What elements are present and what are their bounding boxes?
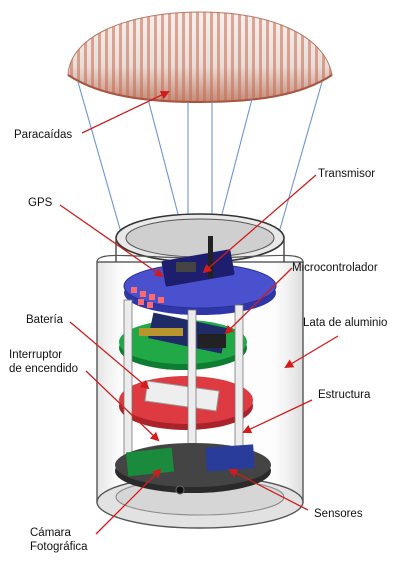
base-board (115, 443, 271, 495)
pointer-paracaidas (81, 90, 170, 134)
label-paracaidas: Paracaídas (14, 129, 73, 141)
pointer-interruptor (85, 370, 160, 442)
pointer-bateria (69, 321, 150, 390)
pointer-camara (95, 468, 162, 535)
label-bateria: Batería (26, 314, 64, 326)
pointer-lata (284, 335, 339, 369)
pointer-microcontrolador (224, 267, 293, 335)
pointer-estructura (242, 399, 313, 434)
label-gps: GPS (28, 197, 53, 209)
pointer-gps (59, 204, 164, 278)
pointer-sensores (228, 469, 309, 511)
led-array (131, 287, 164, 308)
label-sensores: Sensores (314, 508, 363, 520)
label-camara: Cámara Fotográfica (30, 527, 88, 553)
pointer-transmisor (202, 174, 317, 274)
label-lata: Lata de aluminio (303, 317, 388, 329)
pointer-lines (59, 90, 339, 535)
label-interruptor: Interruptor de encendido (9, 349, 79, 375)
label-estructura: Estructura (318, 389, 371, 401)
battery-board (119, 376, 253, 430)
shroud-lines (77, 81, 323, 261)
microcontroller-board (119, 312, 247, 370)
label-microcontrolador: Microcontrolador (292, 262, 378, 274)
parachute (67, 11, 333, 104)
label-transmisor: Transmisor (318, 168, 376, 180)
